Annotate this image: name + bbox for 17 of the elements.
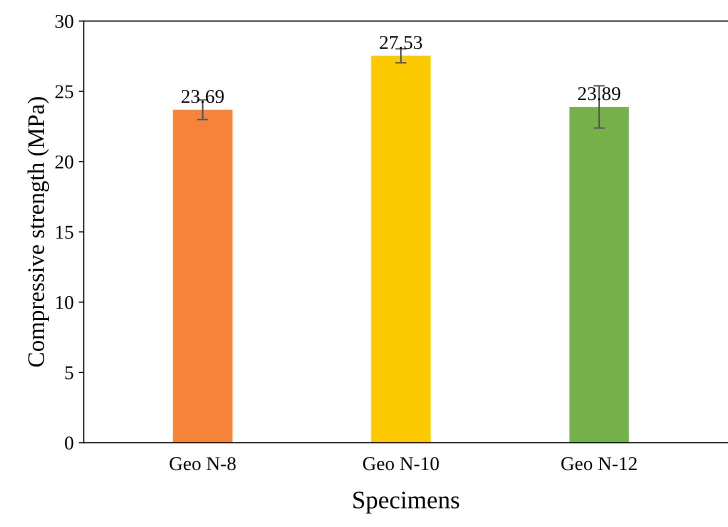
x-tick-label: Geo N-10 xyxy=(363,457,439,470)
y-tick-label: 10 xyxy=(56,296,74,310)
bar xyxy=(172,110,232,443)
y-tick-label: 15 xyxy=(56,226,74,239)
x-tick-label: Geo N-8 xyxy=(170,457,236,470)
y-tick-label: 25 xyxy=(55,85,74,98)
y-axis-title: Compressive strength (MPa) xyxy=(28,97,49,367)
x-tick-label: Geo N-12 xyxy=(561,457,637,470)
y-tick-label: 20 xyxy=(55,155,74,169)
data-label: 23.69 xyxy=(182,90,224,104)
bar xyxy=(371,56,431,443)
x-axis-title: Specimens xyxy=(353,492,460,514)
data-label: 27.53 xyxy=(380,36,422,50)
bar xyxy=(569,106,629,443)
y-tick-label: 5 xyxy=(65,366,74,380)
y-tick-label: 30 xyxy=(55,14,74,28)
y-tick-label: 0 xyxy=(65,436,74,450)
